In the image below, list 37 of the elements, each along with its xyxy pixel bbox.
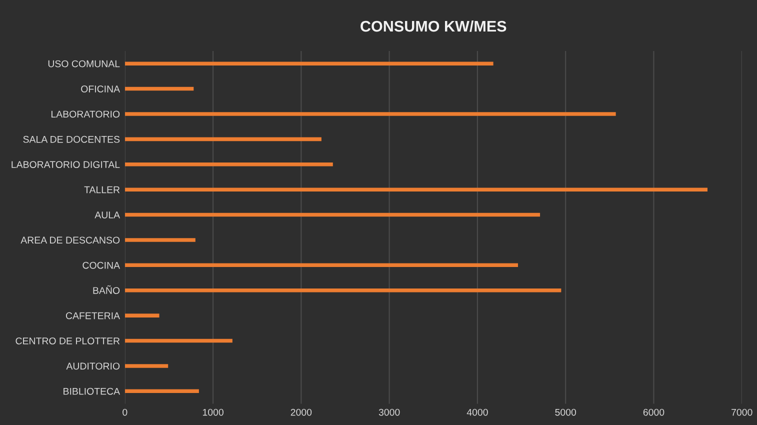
x-tick-label: 5000 xyxy=(555,408,576,416)
bar xyxy=(124,338,232,343)
y-tick-label: LABORATORIO xyxy=(52,110,120,118)
y-tick-label: TALLER xyxy=(84,186,120,194)
y-tick-label: OFICINA xyxy=(81,86,120,92)
bar xyxy=(124,263,518,268)
y-tick-label: AREA DE DESCANSO xyxy=(20,236,120,244)
bar xyxy=(124,212,540,217)
x-tick-label: 6000 xyxy=(643,408,664,416)
x-tick-label: 7000 xyxy=(732,408,752,416)
bar xyxy=(124,314,160,318)
bar xyxy=(124,238,196,242)
bar xyxy=(124,86,194,91)
y-tick-label: LABORATORIO DIGITAL xyxy=(12,161,120,168)
y-tick-label: AULA xyxy=(94,212,120,218)
bar xyxy=(124,62,494,66)
y-tick-label: SALA DE DOCENTES xyxy=(23,136,120,143)
x-tick-label: 4000 xyxy=(466,408,488,416)
y-tick-label: BAÑO xyxy=(93,285,120,294)
y-tick-label: USO COMUNAL xyxy=(48,60,120,68)
x-tick-label: 3000 xyxy=(378,408,400,416)
bar xyxy=(124,288,562,292)
bar xyxy=(124,137,322,142)
bar xyxy=(124,188,708,192)
x-tick-label: 0 xyxy=(122,408,128,416)
bar xyxy=(124,364,168,368)
bar xyxy=(124,162,333,166)
x-tick-label: 1000 xyxy=(202,408,224,416)
y-tick-label: BIBLIOTECA xyxy=(64,388,120,395)
y-tick-label: CAFETERIA xyxy=(66,312,120,320)
bar xyxy=(124,112,616,116)
x-tick-label: 2000 xyxy=(290,408,312,416)
y-tick-label: AUDITORIO xyxy=(66,362,120,370)
chart-title: CONSUMO KW/MES xyxy=(360,20,506,32)
y-tick-label: CENTRO DE PLOTTER xyxy=(16,337,120,344)
y-tick-label: COCINA xyxy=(82,262,120,269)
bar xyxy=(124,389,199,394)
